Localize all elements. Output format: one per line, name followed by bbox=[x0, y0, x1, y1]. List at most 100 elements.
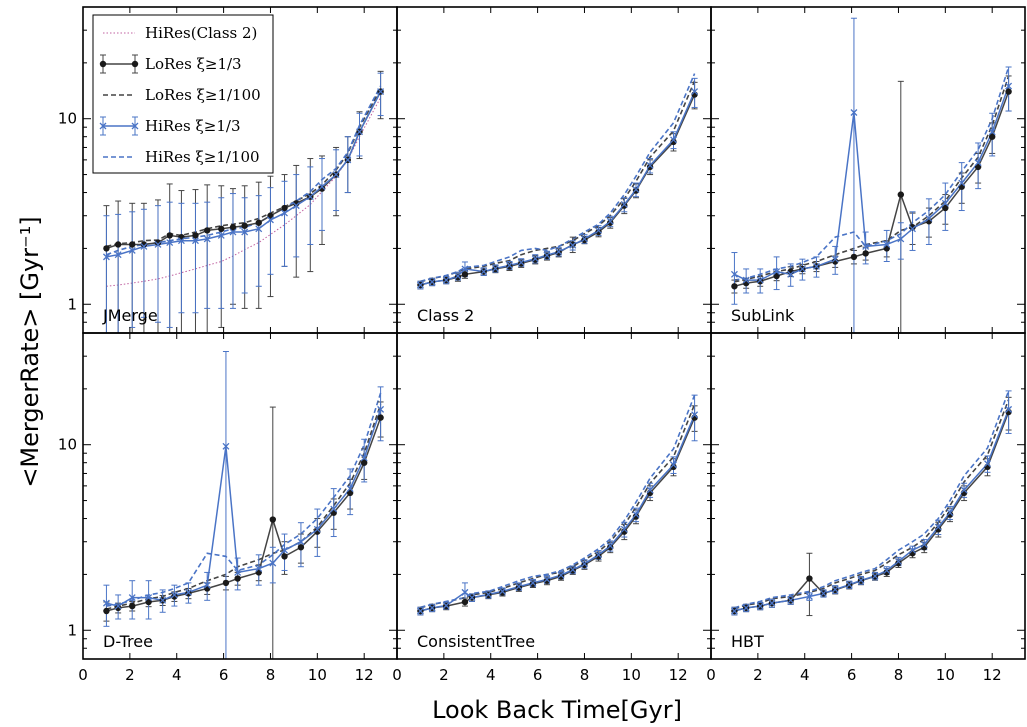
hires-point bbox=[557, 571, 565, 579]
hires-point bbox=[787, 596, 795, 604]
series-hires-hundredth bbox=[420, 394, 696, 609]
legend-label: LoRes ξ≥1/100 bbox=[145, 86, 261, 104]
lores-point bbox=[621, 202, 628, 209]
hires-point bbox=[730, 270, 738, 278]
lores-point bbox=[595, 553, 602, 560]
x-tick-label: 2 bbox=[439, 666, 449, 684]
hires-point bbox=[281, 546, 288, 554]
markers bbox=[416, 411, 699, 615]
hires-point bbox=[691, 411, 699, 419]
legend-item-hires-hundredth: HiRes ξ≥1/100 bbox=[103, 148, 260, 166]
hires-point bbox=[581, 235, 588, 243]
hires-point bbox=[883, 567, 891, 574]
hires-point bbox=[229, 228, 237, 236]
lores-point bbox=[192, 232, 199, 239]
hires-point bbox=[831, 255, 839, 263]
lores-point bbox=[140, 241, 148, 248]
hires-point bbox=[140, 242, 148, 250]
hires-point bbox=[850, 109, 858, 116]
hires-point bbox=[234, 568, 242, 576]
x-tick-label: 8 bbox=[580, 666, 590, 684]
hires-point bbox=[269, 559, 277, 567]
x-tick-label: 6 bbox=[533, 666, 543, 684]
hires-point bbox=[515, 583, 523, 591]
hires-point bbox=[958, 179, 966, 187]
panels-layer: 1 10 JMerge Class 2 SubLink 1 10 0 2 4 6 8 10 12 D-Tre… bbox=[58, 6, 1026, 684]
hires-point bbox=[646, 486, 654, 494]
hires-point bbox=[128, 246, 136, 254]
panel-ticks bbox=[82, 333, 397, 659]
series-hires-third bbox=[106, 91, 382, 258]
hires-point bbox=[241, 228, 249, 236]
hires-point bbox=[620, 201, 628, 208]
x-tick-label: 0 bbox=[392, 666, 402, 684]
legend-label: HiRes ξ≥1/100 bbox=[145, 148, 260, 166]
hires-point bbox=[974, 159, 982, 167]
lores-point bbox=[269, 516, 277, 523]
hires-point bbox=[941, 199, 949, 207]
hires-point bbox=[145, 594, 153, 602]
lores-point bbox=[297, 544, 305, 551]
lores-point bbox=[595, 228, 602, 236]
hires-point bbox=[670, 136, 677, 144]
hires-point bbox=[857, 576, 865, 584]
lores-point bbox=[103, 607, 110, 615]
hires-point bbox=[984, 460, 991, 468]
hires-point bbox=[506, 261, 513, 269]
lores-point bbox=[185, 590, 192, 597]
hires-point bbox=[517, 258, 525, 266]
hires-point bbox=[114, 602, 122, 610]
hires-point bbox=[344, 156, 352, 164]
x-tick-label: 4 bbox=[486, 666, 496, 684]
hires-point bbox=[498, 587, 506, 595]
errors-lores-third bbox=[731, 396, 1012, 617]
hires-point bbox=[1005, 82, 1013, 90]
hires-point bbox=[798, 265, 806, 273]
y-tick-label: 1 bbox=[67, 295, 77, 313]
hires-point bbox=[595, 551, 602, 559]
hires-point bbox=[114, 251, 122, 259]
hires-point bbox=[529, 579, 537, 587]
lores-point bbox=[517, 260, 525, 267]
lores-point bbox=[773, 272, 780, 280]
errors-hires-third bbox=[417, 394, 698, 616]
hires-point bbox=[756, 602, 764, 610]
panel-frame bbox=[710, 332, 1026, 660]
hires-point bbox=[595, 226, 602, 234]
lores-point bbox=[114, 241, 122, 248]
panel-label: Class 2 bbox=[417, 306, 474, 325]
panel-plot-area bbox=[416, 394, 699, 616]
lores-point bbox=[632, 513, 640, 520]
hires-point bbox=[531, 255, 539, 263]
hires-point bbox=[102, 253, 110, 261]
markers bbox=[102, 88, 385, 261]
series-hires-third bbox=[420, 414, 696, 612]
x-tick-label: 2 bbox=[125, 666, 135, 684]
lores-point bbox=[862, 250, 869, 257]
x-tick-label: 0 bbox=[706, 666, 716, 684]
y-tick-label: 1 bbox=[67, 621, 77, 639]
lores-point bbox=[515, 584, 523, 591]
hires-point bbox=[960, 486, 968, 494]
hires-point bbox=[102, 599, 110, 607]
legend-label: HiRes(Class 2) bbox=[145, 24, 257, 42]
panel-label: ConsistentTree bbox=[417, 632, 535, 651]
series-hires-hundredth bbox=[106, 392, 382, 607]
hires-point bbox=[217, 231, 225, 239]
hires-point bbox=[154, 241, 162, 248]
lores-point bbox=[241, 222, 248, 229]
hires-point bbox=[159, 596, 167, 604]
panel-d-tree: 1 10 0 2 4 6 8 10 12 D-Tree bbox=[58, 332, 398, 684]
hires-point bbox=[313, 525, 321, 533]
hires-point bbox=[281, 209, 288, 217]
y-tick-label: 10 bbox=[58, 110, 77, 128]
series-hires-class2 bbox=[106, 97, 382, 287]
hires-point bbox=[555, 248, 563, 256]
lores-point bbox=[114, 604, 122, 612]
errors-lores-third bbox=[731, 75, 1012, 333]
hires-point bbox=[691, 88, 699, 96]
lores-point bbox=[166, 232, 173, 239]
hires-point bbox=[897, 235, 905, 243]
lores-point bbox=[506, 263, 513, 270]
hires-point bbox=[255, 565, 263, 573]
